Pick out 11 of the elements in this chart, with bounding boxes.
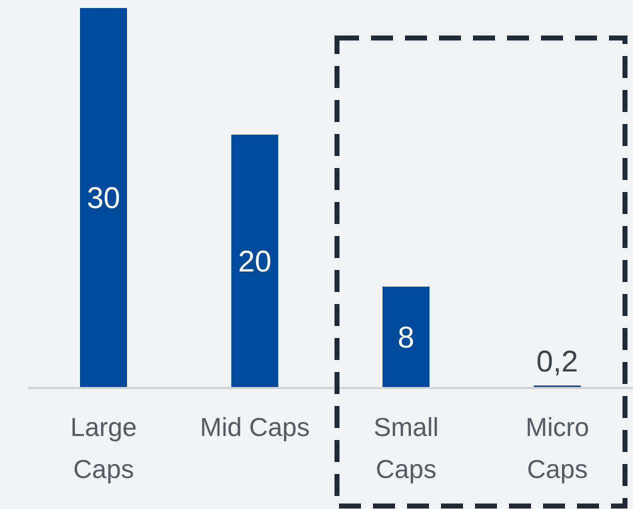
bar [382,286,430,388]
data-label: 0,2 [536,345,578,378]
bar [80,8,127,388]
x-tick-label: Large Caps [70,412,137,484]
x-tick-label: Micro Caps [526,412,590,484]
data-label: 30 [86,182,120,215]
bar [231,134,278,388]
data-label: 20 [238,245,272,278]
x-tick-label: Mid Caps [200,412,310,442]
data-label: 8 [398,321,414,354]
x-tick-label: Small Caps [374,412,439,484]
